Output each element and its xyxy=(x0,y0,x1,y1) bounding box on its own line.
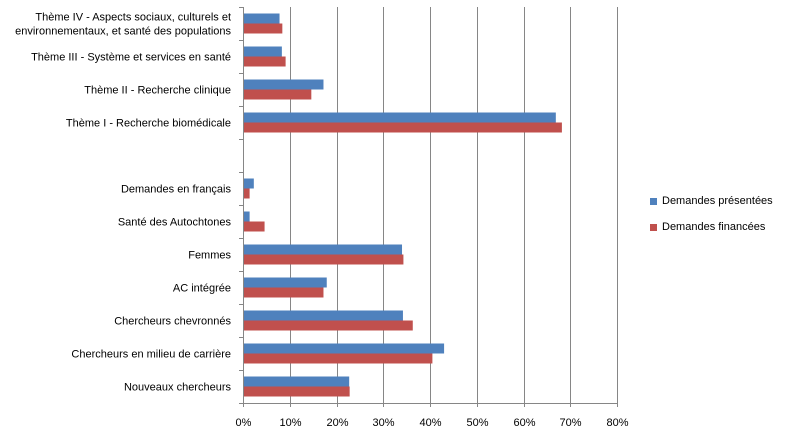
category-label: Santé des Autochtones xyxy=(118,217,232,229)
bar-presented-9 xyxy=(244,79,324,90)
legend-item-presented: Demandes présentées xyxy=(650,194,773,208)
category-label-line: environnementaux, et santé des populatio… xyxy=(15,26,231,38)
bar-funded-9 xyxy=(244,89,312,100)
bar-funded-5 xyxy=(244,221,265,232)
bar-funded-0 xyxy=(244,386,350,397)
category-label: Thème III - Système et services en santé xyxy=(31,52,231,64)
x-tick-label: 80% xyxy=(606,417,628,429)
bar-presented-1 xyxy=(244,343,445,354)
x-tick-label: 0% xyxy=(236,417,252,429)
bar-funded-3 xyxy=(244,287,324,298)
category-label: Femmes xyxy=(188,250,231,262)
bar-presented-10 xyxy=(244,46,282,57)
bar-funded-1 xyxy=(244,353,433,364)
x-tick-labels: 0% 10% 20% 30% 40% 50% 60% 70% 80% xyxy=(236,417,629,429)
bar-funded-10 xyxy=(244,56,286,67)
legend-item-funded: Demandes financées xyxy=(650,220,773,234)
category-label: Thème I - Recherche biomédicale xyxy=(66,118,231,130)
bar-presented-8 xyxy=(244,112,556,123)
legend-label-presented: Demandes présentées xyxy=(662,195,773,207)
bar-presented-3 xyxy=(244,277,327,288)
category-label: Thème II - Recherche clinique xyxy=(84,85,231,97)
bar-presented-6 xyxy=(244,178,254,189)
legend: Demandes présentées Demandes financées xyxy=(650,194,773,246)
category-label-line: Thème IV - Aspects sociaux, culturels et xyxy=(35,12,231,24)
x-tick-label: 40% xyxy=(419,417,441,429)
category-labels: Nouveaux chercheurs Chercheurs en milieu … xyxy=(15,12,231,394)
bar-presented-2 xyxy=(244,310,403,321)
bar-presented-11 xyxy=(244,13,280,24)
bar-funded-6 xyxy=(244,188,250,199)
legend-swatch-funded xyxy=(650,223,657,231)
category-label: Chercheurs en milieu de carrière xyxy=(71,349,231,361)
x-tick-label: 20% xyxy=(326,417,348,429)
legend-label-funded: Demandes financées xyxy=(662,221,766,233)
bar-presented-0 xyxy=(244,376,350,387)
bar-presented-4 xyxy=(244,244,403,255)
bars xyxy=(244,13,562,397)
bar-presented-5 xyxy=(244,211,250,222)
category-label: Chercheurs chevronnés xyxy=(114,316,231,328)
category-label: Demandes en français xyxy=(121,184,232,196)
x-tick-label: 70% xyxy=(559,417,581,429)
x-tick-label: 50% xyxy=(466,417,488,429)
category-label: Thème IV - Aspects sociaux, culturels et… xyxy=(15,12,231,38)
bar-funded-11 xyxy=(244,23,283,34)
bar-funded-4 xyxy=(244,254,404,265)
x-tick-label: 60% xyxy=(513,417,535,429)
x-tick-label: 30% xyxy=(372,417,394,429)
gridlines xyxy=(290,7,618,403)
axes xyxy=(239,7,618,407)
bar-funded-8 xyxy=(244,122,562,133)
x-tick-label: 10% xyxy=(279,417,301,429)
bar-funded-2 xyxy=(244,320,413,331)
legend-swatch-presented xyxy=(650,197,657,205)
category-label: AC intégrée xyxy=(173,283,231,295)
category-label: Nouveaux chercheurs xyxy=(124,382,232,394)
